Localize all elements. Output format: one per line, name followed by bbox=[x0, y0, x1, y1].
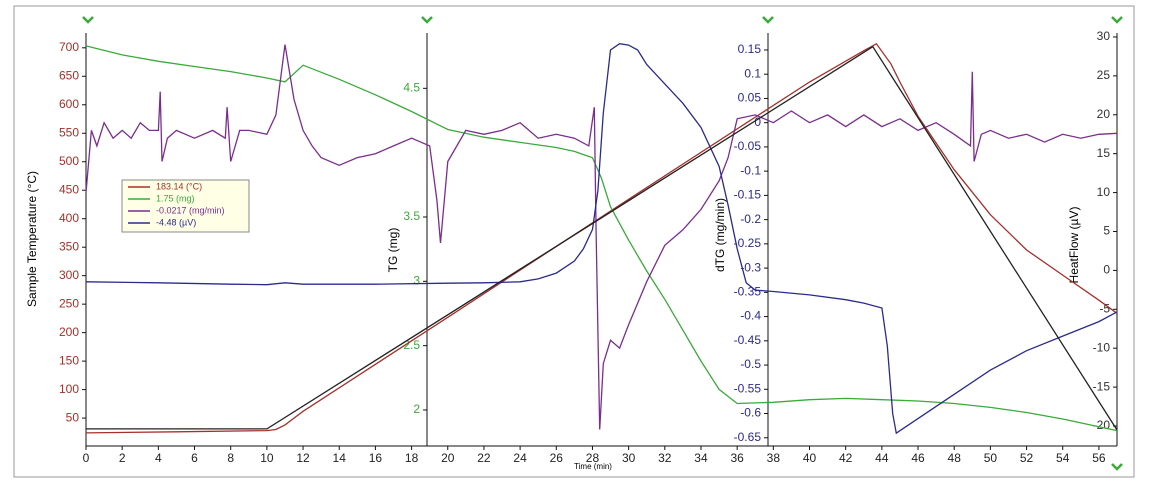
series-line bbox=[86, 45, 1118, 431]
y3-tick-label: -0.65 bbox=[734, 430, 762, 444]
y2-tick-label: 3 bbox=[413, 273, 420, 287]
toggle-icon[interactable] bbox=[1111, 463, 1123, 471]
y-tick-label: 100 bbox=[59, 382, 79, 396]
y3-tick-label: -0.15 bbox=[734, 188, 762, 202]
y-tick-label: 200 bbox=[59, 325, 79, 339]
x-tick-label: 28 bbox=[586, 451, 600, 465]
y-tick-label: 350 bbox=[59, 239, 79, 253]
x-tick-label: 6 bbox=[191, 451, 198, 465]
x-tick-label: 42 bbox=[839, 451, 853, 465]
y3-tick-label: 0.1 bbox=[744, 66, 761, 80]
y3-tick-label: 0 bbox=[754, 115, 761, 129]
y4-tick-label: 5 bbox=[1103, 224, 1110, 238]
toggle-icon[interactable] bbox=[82, 16, 94, 24]
y-tick-label: 700 bbox=[59, 40, 79, 54]
x-tick-label: 32 bbox=[658, 451, 672, 465]
y3-tick-label: -0.35 bbox=[734, 285, 762, 299]
y3-tick-label: -0.3 bbox=[740, 260, 761, 274]
series-line bbox=[85, 45, 1118, 432]
x-tick-label: 40 bbox=[803, 451, 817, 465]
y2-axis-title: TG (mg) bbox=[386, 228, 400, 273]
y3-tick-label: 0.15 bbox=[738, 42, 762, 56]
y-tick-label: 450 bbox=[59, 182, 79, 196]
y4-tick-label: 25 bbox=[1097, 68, 1111, 82]
x-tick-label: 52 bbox=[1020, 451, 1034, 465]
x-tick-label: 48 bbox=[948, 451, 962, 465]
y4-tick-label: 10 bbox=[1097, 185, 1111, 199]
y4-tick-label: 0 bbox=[1103, 263, 1110, 277]
y-tick-label: 550 bbox=[59, 125, 79, 139]
x-tick-label: 16 bbox=[369, 451, 383, 465]
x-tick-label: 44 bbox=[875, 451, 889, 465]
y3-tick-label: 0.05 bbox=[738, 91, 762, 105]
y-tick-label: 300 bbox=[59, 268, 79, 282]
toggle-icon[interactable] bbox=[762, 16, 774, 24]
y-tick-label: 400 bbox=[59, 211, 79, 225]
y3-tick-label: -0.5 bbox=[740, 357, 761, 371]
axis-toggles bbox=[82, 16, 1123, 471]
y3-tick-label: -0.45 bbox=[734, 333, 762, 347]
y-tick-label: 650 bbox=[59, 68, 79, 82]
y3-axis-title: dTG (mg/min) bbox=[713, 198, 727, 272]
toggle-icon[interactable] bbox=[421, 16, 433, 24]
x-tick-label: 8 bbox=[227, 451, 234, 465]
toggle-icon[interactable] bbox=[1111, 16, 1123, 24]
y3-tick-label: -0.4 bbox=[740, 309, 761, 323]
x-axis-title: Time (min) bbox=[574, 462, 612, 471]
x-tick-label: 22 bbox=[477, 451, 491, 465]
x-tick-label: 38 bbox=[767, 451, 781, 465]
x-tick-label: 56 bbox=[1092, 451, 1106, 465]
x-tick-label: 2 bbox=[119, 451, 126, 465]
y3-tick-label: -0.1 bbox=[740, 163, 761, 177]
y4-tick-label: -10 bbox=[1093, 340, 1111, 354]
y2-tick-label: 2 bbox=[413, 402, 420, 416]
y4-tick-label: 20 bbox=[1097, 107, 1111, 121]
series-line bbox=[85, 44, 1118, 430]
y-tick-label: 250 bbox=[59, 296, 79, 310]
x-tick-label: 20 bbox=[441, 451, 455, 465]
legend-label: 183.14 (°C) bbox=[156, 181, 202, 191]
x-tick-label: 12 bbox=[296, 451, 310, 465]
y3-tick-label: -0.55 bbox=[734, 381, 762, 395]
y4-tick-label: -15 bbox=[1093, 379, 1111, 393]
x-tick-label: 4 bbox=[155, 451, 162, 465]
y2-tick-label: 2.5 bbox=[403, 338, 420, 352]
y-tick-label: 50 bbox=[66, 410, 80, 424]
x-tick-label: 24 bbox=[513, 451, 527, 465]
x-tick-label: 10 bbox=[260, 451, 274, 465]
y4-tick-label: 15 bbox=[1097, 146, 1111, 160]
y-tick-label: 600 bbox=[59, 97, 79, 111]
y3-tick-label: -0.6 bbox=[740, 406, 761, 420]
x-tick-label: 26 bbox=[550, 451, 564, 465]
legend-label: -0.0217 (mg/min) bbox=[156, 205, 225, 215]
legend-label: 1.75 (mg) bbox=[156, 193, 195, 203]
y-tick-label: 500 bbox=[59, 154, 79, 168]
x-tick-label: 14 bbox=[333, 451, 347, 465]
y4-tick-label: -20 bbox=[1093, 418, 1111, 432]
x-tick-label: 50 bbox=[984, 451, 998, 465]
x-tick-label: 36 bbox=[730, 451, 744, 465]
y4-tick-label: 30 bbox=[1097, 29, 1111, 43]
x-tick-label: 30 bbox=[622, 451, 636, 465]
y2-tick-label: 3.5 bbox=[403, 209, 420, 223]
legend-label: -4.48 (µV) bbox=[156, 217, 196, 227]
y3-tick-label: -0.2 bbox=[740, 212, 761, 226]
x-tick-label: 18 bbox=[405, 451, 419, 465]
x-tick-label: 34 bbox=[694, 451, 708, 465]
legend: 183.14 (°C) 1.75 (mg) -0.0217 (mg/min) -4.4… bbox=[121, 179, 250, 233]
series-line bbox=[85, 42, 1118, 434]
y4-tick-label: -5 bbox=[1099, 301, 1110, 315]
series-line bbox=[85, 43, 1118, 435]
frame bbox=[13, 5, 1135, 478]
y3-tick-label: -0.05 bbox=[734, 139, 762, 153]
y-tick-label: 150 bbox=[59, 353, 79, 367]
y2-tick-label: 4.5 bbox=[403, 80, 420, 94]
x-tick-label: 54 bbox=[1056, 451, 1070, 465]
y3-tick-label: -0.25 bbox=[734, 236, 762, 250]
x-tick-label: 0 bbox=[83, 451, 90, 465]
y-axis-title: Sample Temperature (°C) bbox=[25, 171, 39, 307]
y4-axis-title: HeatFlow (µV) bbox=[1067, 207, 1081, 284]
x-tick-label: 46 bbox=[911, 451, 925, 465]
